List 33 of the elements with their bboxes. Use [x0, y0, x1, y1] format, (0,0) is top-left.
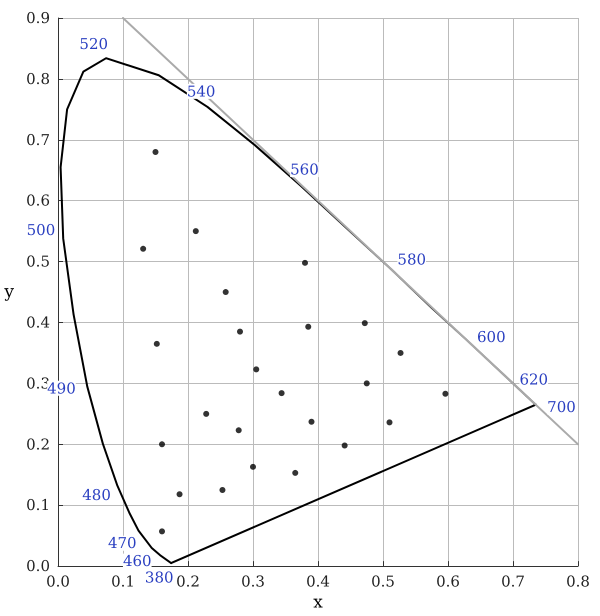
x-tick-label: 0.0 [46, 572, 70, 591]
y-tick-label: 0.1 [26, 496, 50, 514]
annotation: 580 [397, 250, 426, 268]
x-tick-label: 0.4 [306, 572, 330, 591]
x-tick-label: 0.5 [371, 572, 395, 591]
annotation: 520 [79, 35, 108, 54]
x-tick-label: 0.1 [111, 572, 135, 591]
x-tick-label: 0.8 [566, 572, 590, 591]
y-tick-label: 0.0 [26, 557, 50, 576]
x-tick-label: 0.6 [436, 572, 460, 591]
annotation: 470 [108, 534, 137, 552]
annotation: 700 [547, 398, 576, 416]
annotation: 480 [82, 486, 111, 504]
annotation: 540 [186, 82, 216, 100]
annotation: 380 [144, 568, 174, 586]
x-tick-label: 0.7 [501, 572, 525, 591]
annotation: 500 [26, 221, 56, 240]
y-axis-title: y [3, 282, 14, 302]
y-tick-label: 0.5 [26, 252, 50, 271]
annotation: 620 [519, 370, 548, 388]
x-axis-title: x [313, 592, 324, 612]
y-tick-label: 0.6 [26, 192, 50, 210]
y-tick-label: 0.2 [26, 435, 50, 454]
y-tick-label: 0.7 [26, 130, 50, 149]
annotation: 460 [122, 552, 152, 570]
annotation: 490 [47, 379, 76, 398]
y-tick-label: 0.9 [26, 9, 50, 27]
y-tick-label: 0.8 [26, 70, 50, 88]
annotation: 600 [476, 328, 506, 346]
annotation: 560 [290, 160, 319, 179]
y-tick-label: 0.4 [26, 314, 50, 332]
x-tick-label: 0.3 [241, 572, 265, 591]
x-tick-label: 0.2 [176, 572, 200, 591]
